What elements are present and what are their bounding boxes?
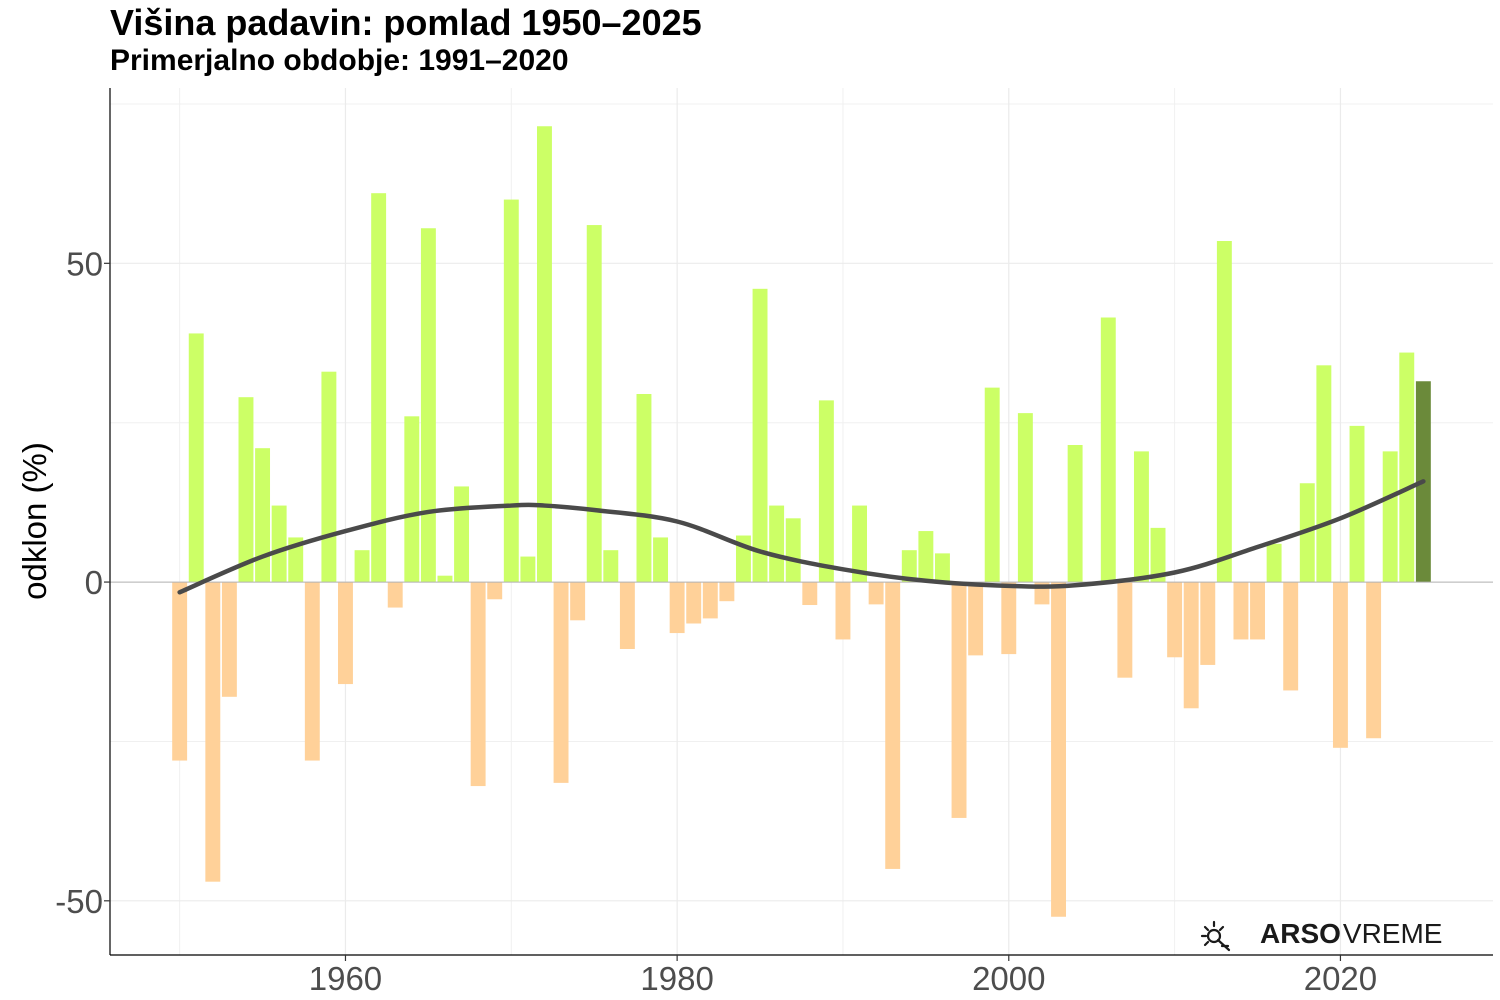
bar-1988 bbox=[802, 582, 818, 606]
bar-1997 bbox=[951, 582, 967, 818]
bar-1966 bbox=[437, 575, 453, 583]
bar-1981 bbox=[686, 582, 702, 624]
bar-1964 bbox=[404, 416, 420, 583]
bar-2010 bbox=[1167, 582, 1183, 658]
logo-arso-text: ARSO bbox=[1260, 918, 1341, 949]
y-tick-label: -50 bbox=[55, 883, 103, 920]
x-tick-label: 1980 bbox=[640, 960, 713, 997]
bar-1953 bbox=[221, 582, 237, 697]
chart-title: Višina padavin: pomlad 1950–2025 bbox=[110, 2, 702, 43]
bar-1978 bbox=[636, 394, 652, 583]
bar-1972 bbox=[537, 126, 552, 583]
bar-1979 bbox=[653, 537, 669, 583]
bar-1974 bbox=[570, 582, 586, 621]
bar-1980 bbox=[669, 582, 685, 634]
bar-1951 bbox=[188, 333, 204, 583]
y-tick-label: 50 bbox=[66, 245, 103, 282]
bar-1986 bbox=[769, 505, 785, 583]
bar-1994 bbox=[901, 550, 917, 583]
bar-1967 bbox=[454, 486, 470, 583]
bar-1976 bbox=[603, 550, 619, 583]
bar-1968 bbox=[470, 582, 486, 787]
bar-1962 bbox=[371, 193, 387, 583]
sun-umbrella-icon bbox=[1200, 920, 1231, 952]
bar-1973 bbox=[553, 582, 569, 783]
bar-2013 bbox=[1216, 241, 1232, 583]
chart-subtitle: Primerjalno obdobje: 1991–2020 bbox=[110, 44, 569, 77]
bar-2022 bbox=[1366, 582, 1382, 739]
bar-2009 bbox=[1150, 527, 1166, 583]
bar-1985 bbox=[752, 288, 768, 583]
bar-1955 bbox=[255, 448, 271, 583]
bar-1975 bbox=[586, 225, 602, 583]
bar-1996 bbox=[934, 553, 950, 583]
bar-1950 bbox=[172, 582, 188, 761]
bar-1989 bbox=[818, 400, 834, 583]
bar-2007 bbox=[1117, 582, 1133, 678]
bar-1969 bbox=[487, 582, 503, 600]
x-tick-label: 2020 bbox=[1304, 960, 1377, 997]
bar-1993 bbox=[885, 582, 901, 869]
bar-2008 bbox=[1133, 451, 1149, 583]
bar-2001 bbox=[1017, 413, 1033, 583]
bar-1960 bbox=[338, 582, 353, 685]
axes bbox=[104, 88, 1493, 961]
bar-1998 bbox=[968, 582, 984, 656]
tick-labels: 1960 1980 2000 2020 -50 0 50 bbox=[55, 245, 1377, 997]
bar-1952 bbox=[205, 582, 221, 882]
bar-1987 bbox=[785, 518, 801, 583]
bar-2015 bbox=[1250, 582, 1265, 640]
bars bbox=[172, 126, 1431, 917]
arso-vreme-logo: ARSO VREME bbox=[1198, 916, 1442, 952]
bar-1970 bbox=[503, 199, 519, 583]
bar-2003 bbox=[1051, 582, 1066, 917]
bar-1965 bbox=[420, 228, 436, 583]
bar-2024 bbox=[1399, 352, 1415, 583]
bar-1990 bbox=[835, 582, 851, 640]
bar-1971 bbox=[520, 556, 536, 583]
y-axis-title: odklon (%) bbox=[16, 442, 53, 600]
bar-1959 bbox=[321, 371, 337, 583]
x-tick-label: 2000 bbox=[972, 960, 1045, 997]
trend-line bbox=[177, 479, 1426, 595]
x-tick-label: 1960 bbox=[309, 960, 382, 997]
bar-2012 bbox=[1200, 582, 1216, 665]
bar-1954 bbox=[238, 397, 254, 583]
bar-2021 bbox=[1349, 425, 1365, 583]
bar-1958 bbox=[304, 582, 320, 761]
bar-1963 bbox=[387, 582, 403, 608]
bar-1995 bbox=[918, 531, 934, 583]
bar-1982 bbox=[702, 582, 718, 619]
bar-2000 bbox=[1001, 582, 1017, 655]
bar-1956 bbox=[271, 505, 287, 583]
bar-2004 bbox=[1067, 445, 1083, 583]
bar-2014 bbox=[1233, 582, 1249, 640]
bar-1999 bbox=[984, 387, 1000, 583]
bar-1992 bbox=[868, 582, 884, 605]
bar-1983 bbox=[719, 582, 735, 602]
bar-1991 bbox=[852, 505, 868, 583]
y-tick-label: 0 bbox=[85, 564, 103, 601]
bar-2016 bbox=[1266, 543, 1282, 583]
grid-lines bbox=[110, 88, 1493, 955]
bar-2017 bbox=[1283, 582, 1299, 691]
bar-2019 bbox=[1316, 365, 1332, 583]
bar-2020 bbox=[1332, 582, 1348, 748]
trend-curve bbox=[177, 479, 1426, 595]
bar-1977 bbox=[619, 582, 635, 649]
logo-vreme-text: VREME bbox=[1342, 918, 1443, 949]
bar-2023 bbox=[1382, 451, 1398, 583]
bar-2011 bbox=[1183, 582, 1199, 709]
bar-2006 bbox=[1100, 317, 1116, 583]
bar-1961 bbox=[354, 550, 370, 583]
